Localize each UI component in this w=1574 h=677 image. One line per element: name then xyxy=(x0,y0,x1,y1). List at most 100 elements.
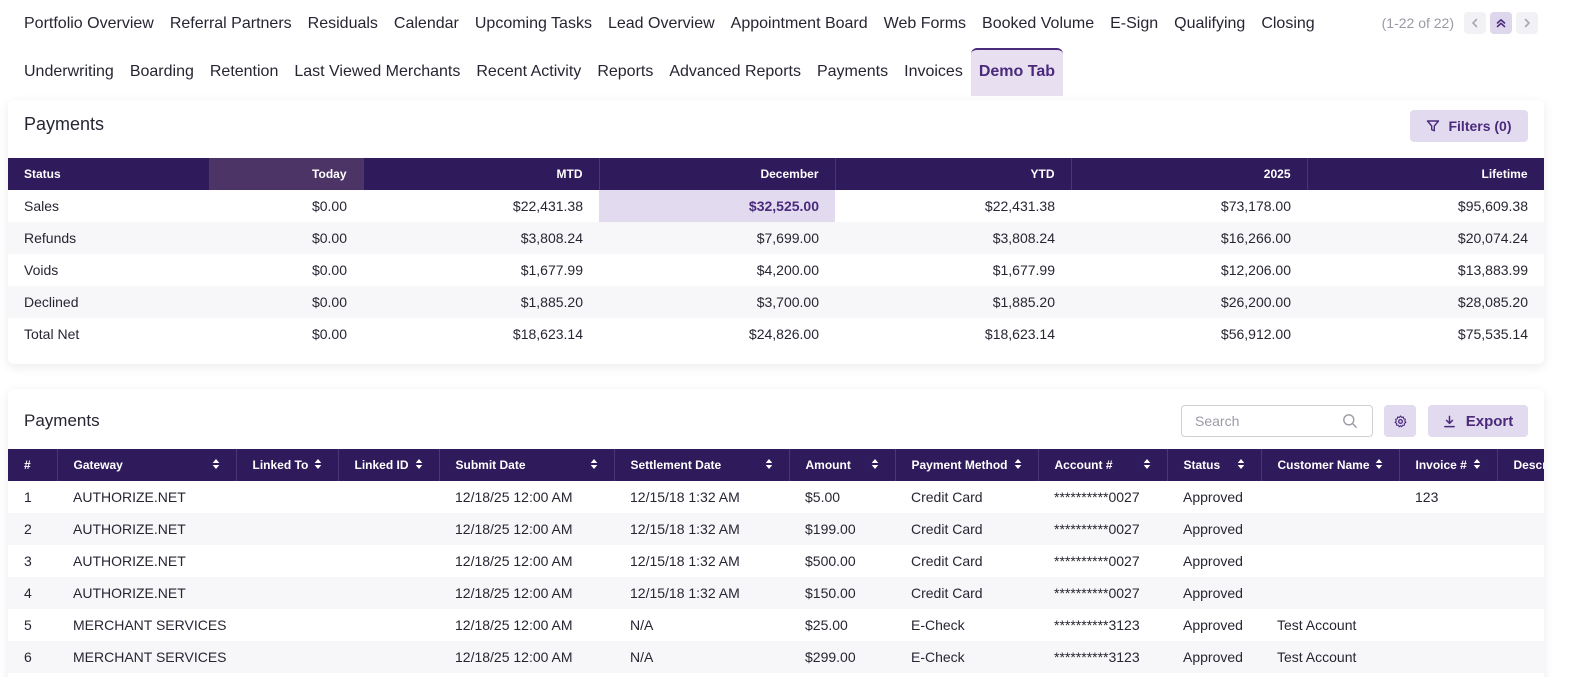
export-button[interactable]: Export xyxy=(1428,405,1528,437)
summary-cell: $3,700.00 xyxy=(599,286,835,318)
tab-navigation: Portfolio Overview Referral Partners Res… xyxy=(0,0,1574,96)
filters-button[interactable]: Filters (0) xyxy=(1410,110,1528,142)
column-header-status[interactable]: Status xyxy=(1167,449,1262,481)
tab-row-2: Underwriting Boarding Retention Last Vie… xyxy=(16,48,1063,96)
sort-icon[interactable] xyxy=(1143,458,1151,470)
tab-qualifying[interactable]: Qualifying xyxy=(1174,15,1246,32)
tab-booked-volume[interactable]: Booked Volume xyxy=(982,15,1095,32)
pager-next-button[interactable] xyxy=(1516,12,1538,34)
search-input[interactable] xyxy=(1182,406,1332,436)
sort-icon[interactable] xyxy=(1237,458,1245,470)
sort-icon[interactable] xyxy=(314,458,322,470)
table-cell: 12/18/25 12:00 AM xyxy=(455,489,573,505)
tab-recent-activity[interactable]: Recent Activity xyxy=(476,63,582,80)
header-label: Invoice # xyxy=(1415,458,1467,472)
tab-boarding[interactable]: Boarding xyxy=(129,63,194,80)
tab-e-sign[interactable]: E-Sign xyxy=(1110,15,1159,32)
column-header-lifetime[interactable]: Lifetime xyxy=(1307,158,1544,190)
column-header-settlement-date[interactable]: Settlement Date xyxy=(614,449,790,481)
table-cell: $299.00 xyxy=(789,641,895,673)
pager-prev-button[interactable] xyxy=(1464,12,1486,34)
column-header-payment-method[interactable]: Payment Method xyxy=(895,449,1039,481)
tab-lead-overview[interactable]: Lead Overview xyxy=(607,15,715,32)
table-cell: 3 xyxy=(24,553,32,569)
table-cell xyxy=(1497,513,1544,545)
download-icon xyxy=(1443,415,1455,427)
table-cell xyxy=(338,545,439,577)
tab-calendar[interactable]: Calendar xyxy=(393,15,459,32)
table-row[interactable]: 5 MERCHANT SERVICES 12/18/25 12:00 AM N/A $2… xyxy=(8,609,1544,641)
table-row[interactable]: 1 AUTHORIZE.NET 12/18/25 12:00 AM 12/15/18 … xyxy=(8,481,1544,513)
sort-icon[interactable] xyxy=(212,458,220,470)
column-header-2025[interactable]: 2025 xyxy=(1071,158,1308,190)
table-cell: 12/18/25 12:00 AM xyxy=(439,513,614,545)
column-header-number[interactable]: # xyxy=(8,449,58,481)
tab-retention[interactable]: Retention xyxy=(209,63,279,80)
table-cell: Approved xyxy=(1183,553,1243,569)
tab-invoices[interactable]: Invoices xyxy=(904,63,963,80)
column-header-december[interactable]: December xyxy=(599,158,836,190)
tab-pager: (1-22 of 22) xyxy=(1382,12,1538,34)
summary-cell: $56,912.00 xyxy=(1220,326,1291,342)
column-header-description[interactable]: Descr xyxy=(1497,449,1544,481)
sort-icon[interactable] xyxy=(871,458,879,470)
tab-residuals[interactable]: Residuals xyxy=(307,15,378,32)
table-cell: Approved xyxy=(1183,617,1243,633)
tab-upcoming-tasks[interactable]: Upcoming Tasks xyxy=(474,15,592,32)
tab-closing[interactable]: Closing xyxy=(1261,15,1315,32)
pager-count: (1-22 of 22) xyxy=(1381,15,1454,31)
table-cell: 5 xyxy=(24,617,32,633)
table-cell: Approved xyxy=(1167,641,1261,673)
summary-cell: $95,609.38 xyxy=(1457,198,1528,214)
column-header-mtd[interactable]: MTD xyxy=(363,158,600,190)
summary-cell: Refunds xyxy=(8,222,209,254)
summary-cell: Voids xyxy=(24,262,59,278)
tab-advanced-reports[interactable]: Advanced Reports xyxy=(669,63,801,80)
tab-payments[interactable]: Payments xyxy=(816,63,889,80)
table-cell xyxy=(1261,513,1399,545)
tab-portfolio-overview[interactable]: Portfolio Overview xyxy=(24,15,154,32)
sort-icon[interactable] xyxy=(1375,458,1383,470)
pager-collapse-button[interactable] xyxy=(1490,12,1512,34)
column-header-status[interactable]: Status xyxy=(8,158,210,190)
table-row[interactable]: 4 AUTHORIZE.NET 12/18/25 12:00 AM 12/15/18 … xyxy=(8,577,1544,609)
tab-reports[interactable]: Reports xyxy=(597,63,654,80)
tab-underwriting[interactable]: Underwriting xyxy=(24,63,114,80)
column-header-submit-date[interactable]: Submit Date xyxy=(439,449,615,481)
table-cell: Test Account xyxy=(1277,617,1357,633)
column-header-linked-to[interactable]: Linked To xyxy=(236,449,339,481)
table-cell: MERCHANT SERVICES xyxy=(73,617,227,633)
table-cell: AUTHORIZE.NET xyxy=(73,489,186,505)
table-cell: Approved xyxy=(1167,577,1261,609)
search-icon[interactable] xyxy=(1342,413,1358,429)
table-cell xyxy=(1399,513,1497,545)
column-header-linked-id[interactable]: Linked ID xyxy=(338,449,440,481)
summary-cell-highlighted[interactable]: $32,525.00 xyxy=(599,190,835,222)
column-header-invoice-number[interactable]: Invoice # xyxy=(1399,449,1498,481)
column-header-amount[interactable]: Amount xyxy=(789,449,896,481)
sort-icon[interactable] xyxy=(415,458,423,470)
table-row[interactable]: 6 MERCHANT SERVICES 12/18/25 12:00 AM N/A $2… xyxy=(8,641,1544,673)
column-header-gateway[interactable]: Gateway xyxy=(57,449,237,481)
column-header-account-number[interactable]: Account # xyxy=(1038,449,1168,481)
tab-last-viewed-merchants[interactable]: Last Viewed Merchants xyxy=(294,63,461,80)
column-header-ytd[interactable]: YTD xyxy=(835,158,1072,190)
tab-web-forms[interactable]: Web Forms xyxy=(883,15,967,32)
sort-icon[interactable] xyxy=(1014,458,1022,470)
column-header-today[interactable]: Today xyxy=(209,158,364,190)
table-cell: **********0027 xyxy=(1054,489,1140,505)
sort-icon[interactable] xyxy=(1473,458,1481,470)
column-settings-button[interactable] xyxy=(1384,405,1416,437)
sort-icon[interactable] xyxy=(590,458,598,470)
table-row[interactable]: 3 AUTHORIZE.NET 12/18/25 12:00 AM 12/15/18 … xyxy=(8,545,1544,577)
tab-demo-tab[interactable]: Demo Tab xyxy=(970,48,1063,96)
tab-appointment-board[interactable]: Appointment Board xyxy=(730,15,868,32)
table-row[interactable]: 2 AUTHORIZE.NET 12/18/25 12:00 AM 12/15/18 … xyxy=(8,513,1544,545)
column-header-customer-name[interactable]: Customer Name xyxy=(1261,449,1400,481)
export-label: Export xyxy=(1465,412,1514,430)
tab-referral-partners[interactable]: Referral Partners xyxy=(169,15,292,32)
sort-icon[interactable] xyxy=(765,458,773,470)
summary-cell: $0.00 xyxy=(311,262,347,278)
payments-table-scroll[interactable]: # Gateway Linked To Linked ID Submit Dat… xyxy=(8,449,1544,677)
summary-cell: Total Net xyxy=(24,326,80,342)
